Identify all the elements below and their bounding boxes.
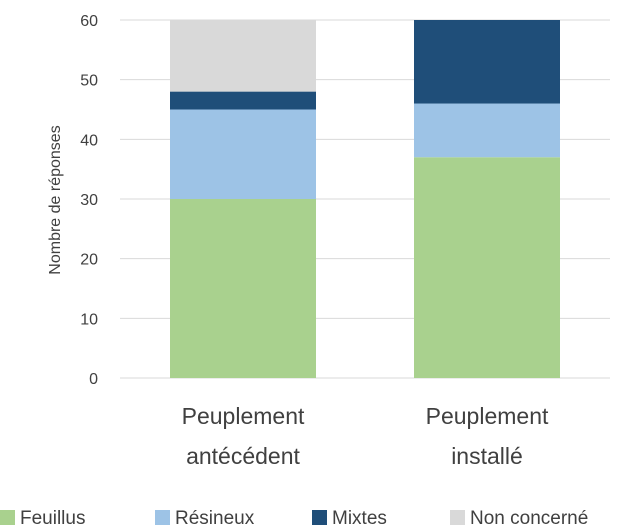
legend: Feuillus Résineux Mixtes Non concerné bbox=[0, 508, 588, 529]
bar-segment bbox=[170, 20, 316, 92]
y-axis-ticks: 0 10 20 30 40 50 60 bbox=[80, 13, 98, 388]
y-tick-label: 0 bbox=[89, 371, 98, 388]
legend-swatch bbox=[0, 510, 15, 525]
bar-segment bbox=[414, 20, 560, 104]
legend-swatch bbox=[312, 510, 327, 525]
x-category-label: Peuplement bbox=[182, 403, 305, 429]
y-tick-label: 10 bbox=[80, 311, 98, 328]
bar-segment bbox=[170, 109, 316, 199]
legend-label: Résineux bbox=[175, 508, 255, 529]
legend-label: Non concerné bbox=[470, 508, 588, 529]
x-category-label: antécédent bbox=[186, 443, 300, 469]
y-axis-label: Nombre de réponses bbox=[47, 125, 64, 274]
bar-segment bbox=[170, 199, 316, 378]
legend-label: Feuillus bbox=[20, 508, 85, 529]
y-tick-label: 20 bbox=[80, 252, 98, 269]
bar-segment bbox=[414, 103, 560, 158]
bars bbox=[170, 20, 560, 378]
legend-label: Mixtes bbox=[332, 508, 387, 529]
bar-segment bbox=[414, 157, 560, 378]
legend-swatch bbox=[155, 510, 170, 525]
legend-swatch bbox=[450, 510, 465, 525]
y-tick-label: 30 bbox=[80, 192, 98, 209]
x-category-label: Peuplement bbox=[426, 403, 549, 429]
y-tick-label: 60 bbox=[80, 13, 98, 30]
bar-segment bbox=[170, 91, 316, 110]
y-tick-label: 50 bbox=[80, 73, 98, 90]
y-tick-label: 40 bbox=[80, 132, 98, 149]
x-category-label: installé bbox=[451, 443, 523, 469]
x-axis-categories: Peuplement antécédent Peuplement installé bbox=[182, 403, 549, 469]
